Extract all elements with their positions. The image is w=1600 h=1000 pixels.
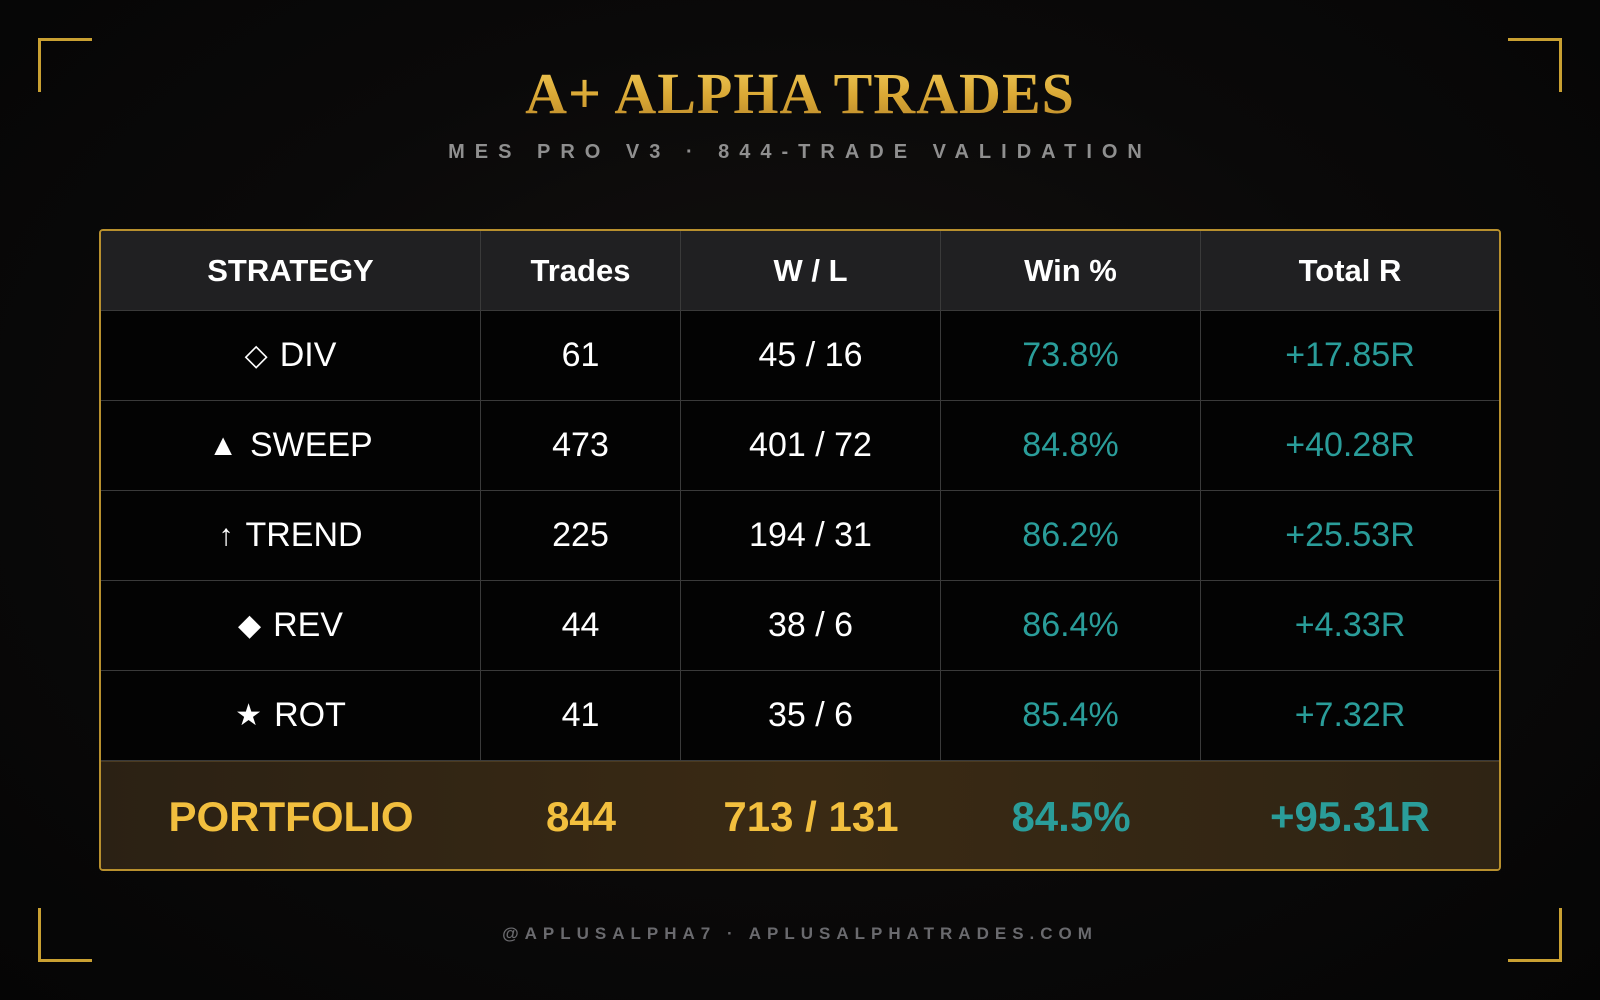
win-pct-cell: 86.4%	[941, 581, 1201, 670]
portfolio-win-pct: 84.5%	[1011, 792, 1131, 840]
triangle-up-icon: ▲	[208, 428, 238, 462]
win-pct-cell: 86.2%	[941, 491, 1201, 580]
win-pct-cell: 84.8%	[941, 401, 1201, 490]
portfolio-total-r: +95.31R	[1270, 792, 1430, 840]
corner-frame-bottom-right	[1508, 908, 1562, 962]
portfolio-trades: 844	[545, 792, 617, 840]
corner-frame-top-right	[1508, 38, 1562, 92]
strategy-cell: ↑ TREND	[101, 491, 481, 580]
portfolio-label: PORTFOLIO	[168, 792, 414, 840]
total-r-cell: +4.33R	[1294, 606, 1406, 644]
column-header-total-r: Total R	[1298, 252, 1402, 288]
diamond-filled-icon: ◆	[238, 609, 262, 642]
page-title: A+ ALPHA TRADES	[0, 60, 1600, 127]
corner-frame-bottom-left	[38, 908, 92, 962]
trades-cell: 41	[481, 671, 681, 760]
total-r-cell: +25.53R	[1285, 516, 1415, 554]
total-r-cell: +17.85R	[1285, 336, 1415, 374]
win-loss-cell: 45 / 16	[681, 311, 941, 400]
table-row: ★ ROT 41 35 / 6 85.4% +7.32R	[101, 671, 1499, 761]
column-header-strategy: STRATEGY	[101, 231, 481, 310]
win-loss-cell: 194 / 31	[681, 491, 941, 580]
win-pct-cell: 73.8%	[941, 311, 1201, 400]
column-header-trades: Trades	[481, 231, 681, 310]
strategy-table: STRATEGY Trades W / L Win % Total R ◇ DI…	[99, 229, 1501, 871]
star-icon: ★	[235, 699, 263, 732]
column-header-win-pct: Win %	[941, 231, 1201, 310]
arrow-up-icon: ↑	[218, 518, 234, 552]
portfolio-total-row: PORTFOLIO 844 713 / 131 84.5% +95.31R	[101, 761, 1499, 869]
trades-cell: 473	[481, 401, 681, 490]
table-row: ◇ DIV 61 45 / 16 73.8% +17.85R	[101, 311, 1499, 401]
diamond-outline-icon: ◇	[244, 339, 268, 372]
trades-cell: 225	[481, 491, 681, 580]
win-loss-cell: 35 / 6	[681, 671, 941, 760]
strategy-name: SWEEP	[249, 426, 373, 464]
strategy-name: ROT	[274, 696, 346, 734]
strategy-name: TREND	[245, 516, 363, 554]
strategy-name: DIV	[279, 336, 337, 374]
win-loss-cell: 401 / 72	[681, 401, 941, 490]
footer-handle: @APLUSALPHA7 · APLUSALPHATRADES.COM	[502, 924, 1098, 943]
corner-frame-top-left	[38, 38, 92, 92]
win-loss-cell: 38 / 6	[681, 581, 941, 670]
total-r-cell: +40.28R	[1285, 426, 1415, 464]
table-row: ▲ SWEEP 473 401 / 72 84.8% +40.28R	[101, 401, 1499, 491]
trades-cell: 61	[481, 311, 681, 400]
total-r-cell: +7.32R	[1294, 696, 1406, 734]
portfolio-win-loss: 713 / 131	[723, 792, 899, 840]
table-row: ◆ REV 44 38 / 6 86.4% +4.33R	[101, 581, 1499, 671]
page-subtitle: MES PRO V3 · 844-TRADE VALIDATION	[448, 141, 1152, 163]
win-pct-cell: 85.4%	[941, 671, 1201, 760]
strategy-cell: ◆ REV	[101, 581, 481, 670]
table-row: ↑ TREND 225 194 / 31 86.2% +25.53R	[101, 491, 1499, 581]
strategy-cell: ◇ DIV	[101, 311, 481, 400]
strategy-cell: ▲ SWEEP	[101, 401, 481, 490]
strategy-cell: ★ ROT	[101, 671, 481, 760]
column-header-win-loss: W / L	[681, 231, 941, 310]
strategy-name: REV	[273, 606, 343, 644]
trades-cell: 44	[481, 581, 681, 670]
table-header-row: STRATEGY Trades W / L Win % Total R	[101, 231, 1499, 311]
